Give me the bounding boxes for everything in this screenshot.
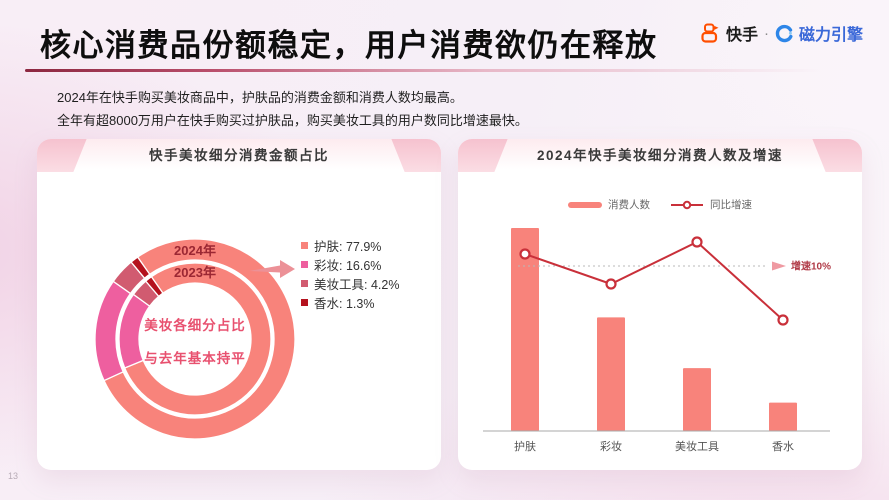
growth-point-护肤 [519,248,531,260]
bar-香水 [769,402,797,431]
bar-card-header: 2024年快手美妆细分消费人数及增速 [458,139,862,172]
bar-chart-legend: 消费人数 同比增速 [458,197,862,212]
ring-label-2024: 2024年 [174,243,216,258]
reference-annotation: 增速10% [772,260,831,273]
legend-item-consumers: 消费人数 [568,197,650,212]
legend-swatch-3 [301,299,308,306]
svg-text:美妆工具: 美妆工具 [675,440,719,453]
bar-彩妆 [597,317,625,431]
legend-item-growth: 同比增速 [670,197,752,212]
bar-护肤 [511,228,539,431]
reference-line-label: 增速10% [791,260,831,273]
legend-item-makeup: 彩妆: 16.6% [301,255,399,274]
header-ribbon [73,139,405,172]
arrow-to-legend-icon [249,260,295,278]
growth-line-group [519,236,789,326]
growth-point-彩妆 [605,278,617,290]
legend-item-skincare: 护肤: 77.9% [301,236,399,255]
bar-chart-title: 2024年快手美妆细分消费人数及增速 [536,148,784,163]
donut-legend: 护肤: 77.9% 彩妆: 16.6% 美妆工具: 4.2% 香水: 1.3% [301,236,399,312]
svg-text:彩妆: 彩妆 [600,440,622,453]
x-axis-labels: 护肤 彩妆 美妆工具 香水 [514,439,794,453]
donut-card-header: 快手美妆细分消费金额占比 [37,139,441,172]
legend-swatch-2 [301,280,308,287]
subtitle-line-2: 全年有超8000万用户在快手购买过护肤品，购买美妆工具的用户数同比增速最快。 [57,113,528,128]
svg-text:香水: 香水 [772,440,794,453]
magnetic-engine-label: 磁力引擎 [798,27,863,44]
donut-ring-2023 [118,262,272,416]
header-ribbon [494,139,826,172]
growth-point-美妆工具 [691,236,703,248]
magnetic-engine-logo-icon [775,24,793,42]
title-divider [25,69,862,72]
growth-line [524,240,784,321]
kuaishou-label: 快手 [725,27,758,44]
line-series-swatch [671,200,703,209]
subtitle-line-1: 2024年在快手购买美妆商品中，护肤品的消费金额和消费人数均最高。 [57,90,463,105]
legend-swatch-0 [301,242,308,249]
legend-item-tools: 美妆工具: 4.2% [301,274,399,293]
legend-item-perfume: 香水: 1.3% [301,293,399,312]
donut-segment-0 [123,262,272,416]
page-number: 13 [8,471,19,481]
bar-line-chart: 护肤 彩妆 美妆工具 香水 增速10% [483,228,831,453]
bars-group [511,228,797,431]
kuaishou-logo-icon [701,23,719,43]
donut-segment-3 [130,256,151,280]
donut-center-label: 美妆各细分占比 与去年基本持平 [125,309,265,375]
bar-series-swatch [568,201,602,208]
brand-separator: · [763,24,769,42]
growth-point-香水 [777,314,789,326]
donut-center-line-1: 美妆各细分占比 [144,318,246,333]
donut-segment-3 [144,275,164,298]
donut-center-line-2: 与去年基本持平 [144,351,246,366]
bar-chart-card: 2024年快手美妆细分消费人数及增速 消费人数 同比增速 [458,139,862,470]
donut-segment-0 [103,238,296,440]
page-title: 核心消费品份额稳定，用户消费欲仍在释放 [40,28,658,63]
svg-text:护肤: 护肤 [514,439,536,453]
brand-logos: 快手 · 磁力引擎 [699,21,863,45]
donut-chart-card: 快手美妆细分消费金额占比 2024年 2023年 美妆各细分占比 与去年基本持平… [37,139,441,470]
reference-arrow-icon [772,261,786,271]
legend-swatch-1 [301,261,308,268]
subtitle-block: 2024年在快手购买美妆商品中，护肤品的消费金额和消费人数均最高。 全年有超80… [57,86,528,132]
donut-chart-title: 快手美妆细分消费金额占比 [149,148,329,163]
donut-ring-2024 [94,238,296,440]
ring-label-2023: 2023年 [174,265,216,280]
bar-美妆工具 [683,368,711,431]
donut-chart: 2024年 2023年 [94,238,296,440]
